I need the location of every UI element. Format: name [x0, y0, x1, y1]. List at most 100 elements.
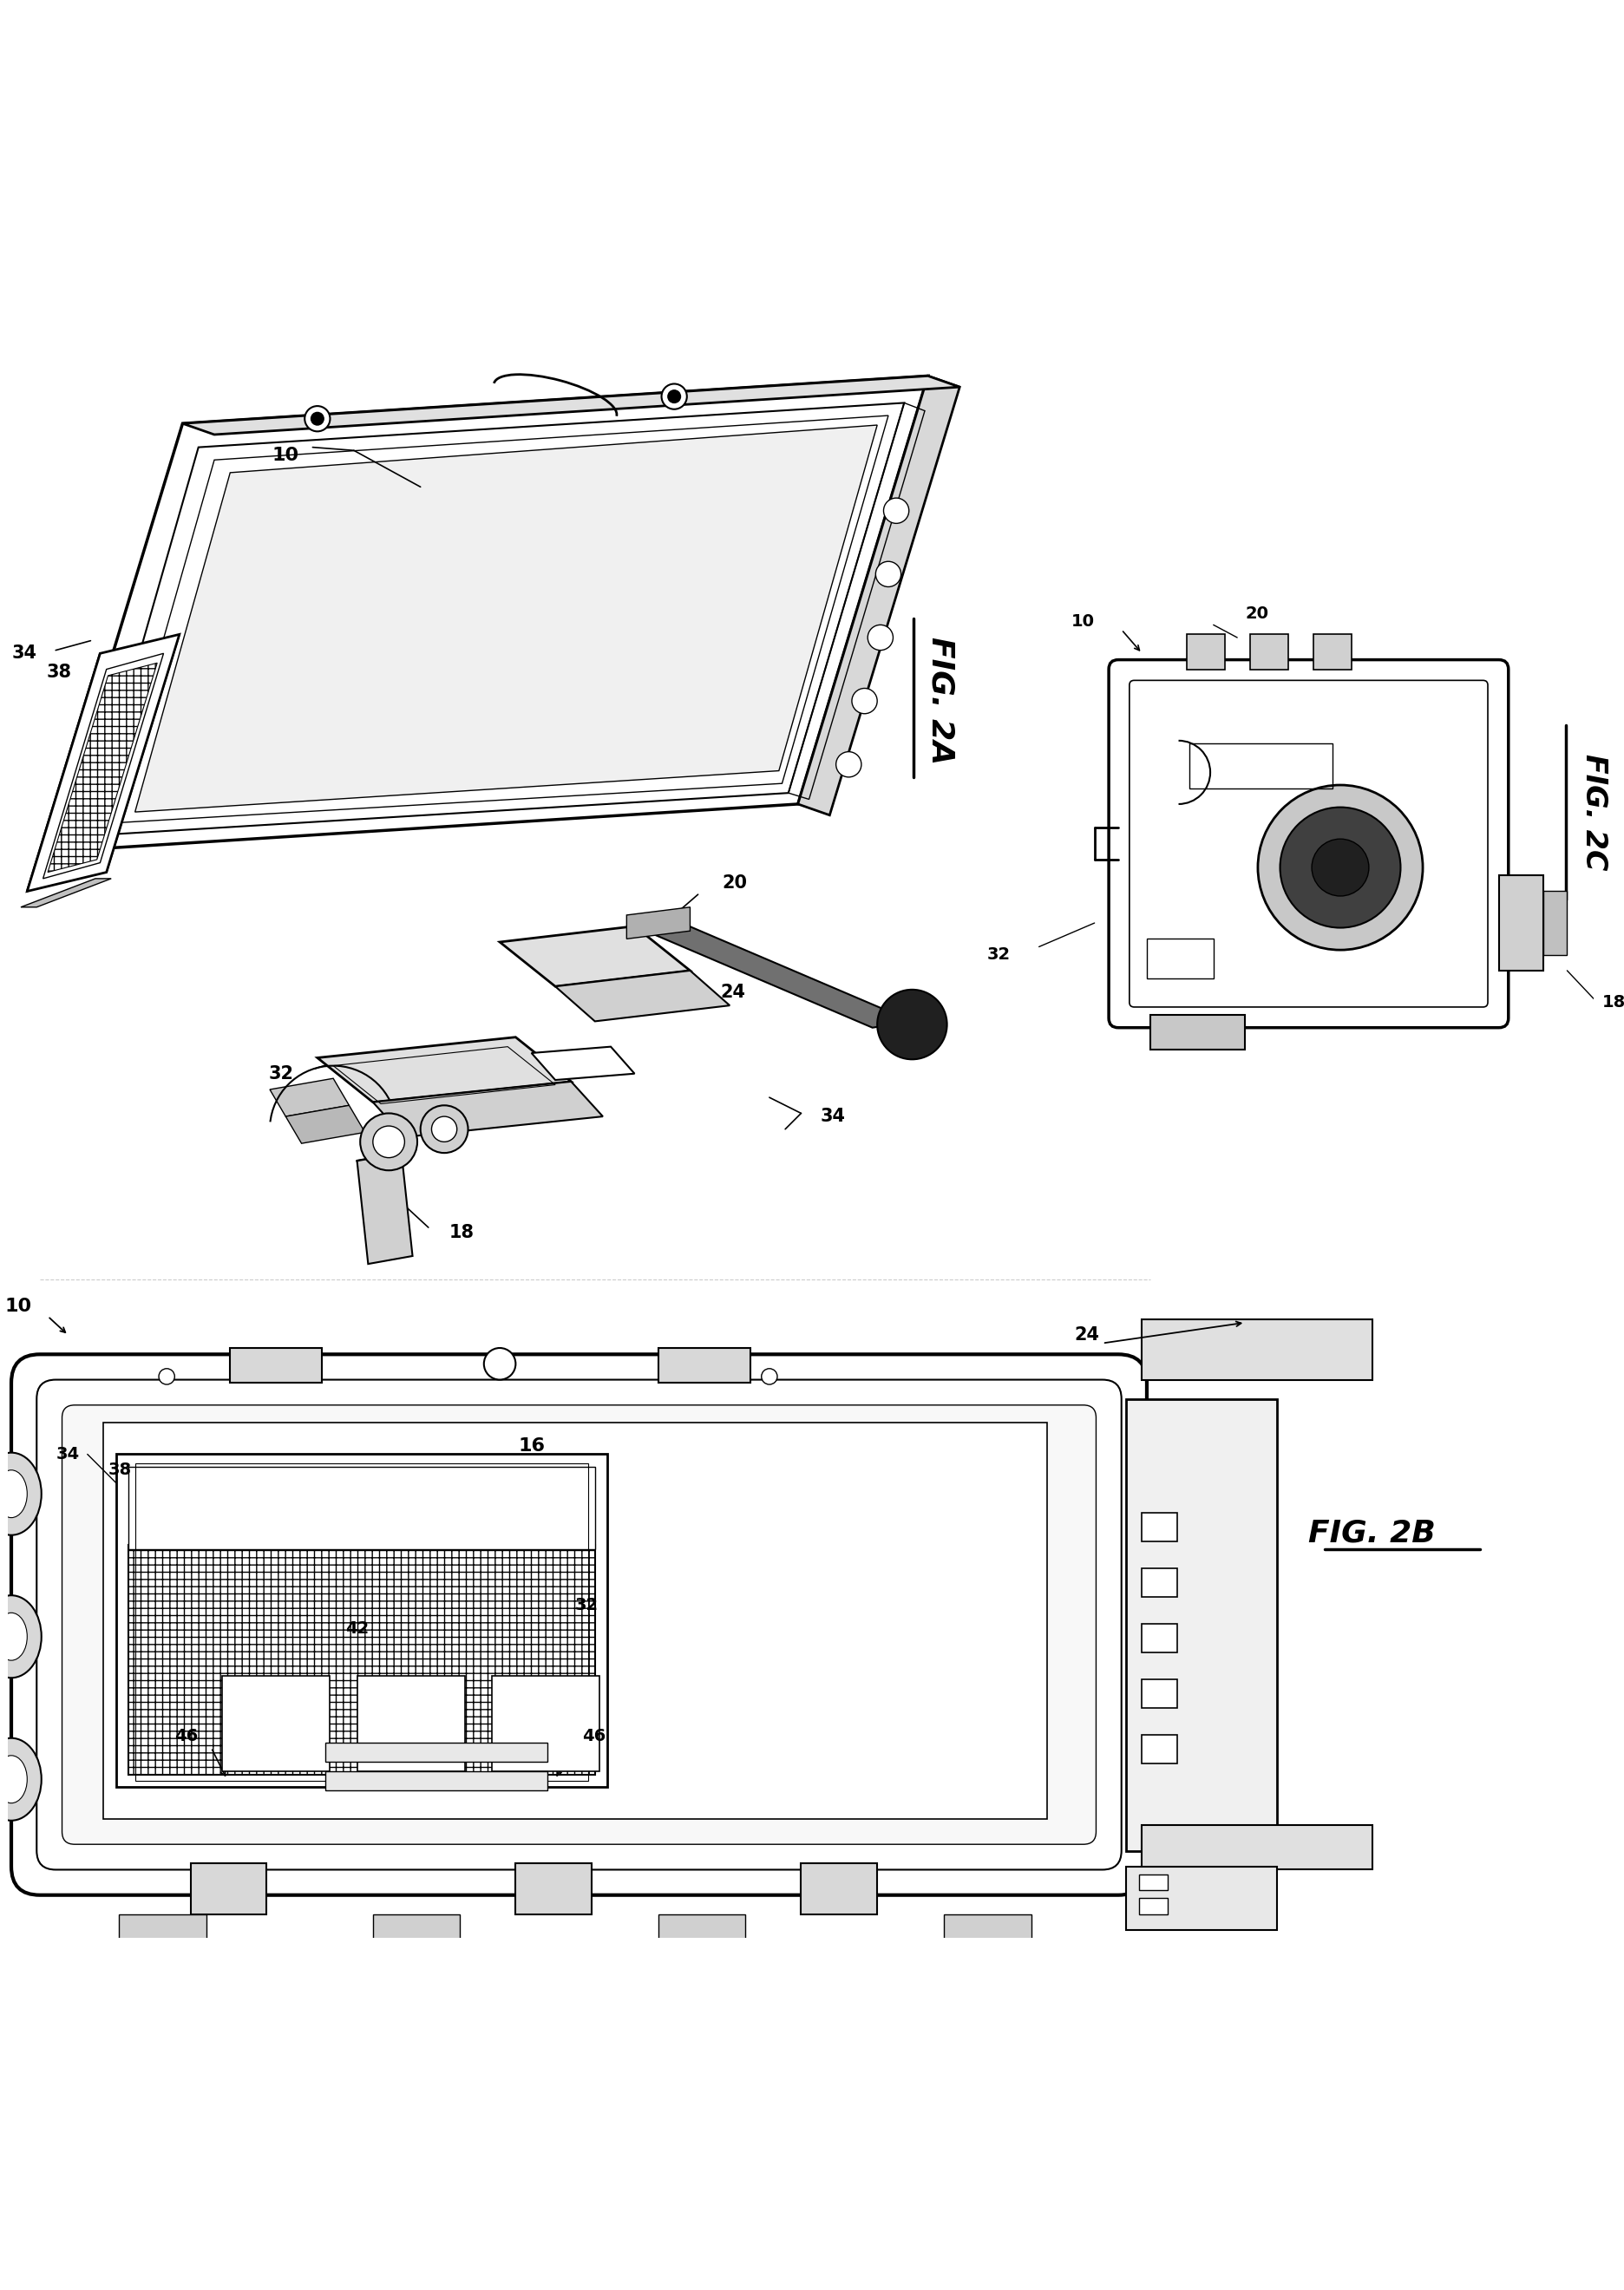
Text: 32: 32 [268, 1065, 294, 1083]
Circle shape [361, 1113, 417, 1170]
Text: 38: 38 [109, 1461, 132, 1479]
Circle shape [421, 1106, 468, 1152]
Polygon shape [635, 921, 913, 1028]
Bar [128, 1546, 594, 1775]
Bar [190, 1864, 266, 1914]
Text: 32: 32 [987, 946, 1010, 964]
Circle shape [305, 405, 330, 431]
Bar [1499, 875, 1543, 971]
Ellipse shape [0, 1612, 28, 1660]
Text: 18: 18 [1601, 994, 1624, 1010]
Text: 24: 24 [721, 985, 745, 1001]
Polygon shape [531, 1047, 635, 1081]
Bar [1187, 634, 1224, 669]
Text: 16: 16 [518, 1438, 546, 1454]
Bar [1150, 1014, 1246, 1049]
Bar [1147, 939, 1213, 978]
Bar [1138, 1876, 1168, 1889]
Bar [594, 964, 614, 978]
Text: FIG. 2A: FIG. 2A [926, 637, 955, 765]
Bar [801, 1864, 877, 1914]
Polygon shape [135, 426, 877, 813]
Bar [572, 966, 590, 980]
Circle shape [101, 760, 122, 783]
Bar [944, 1914, 1031, 1942]
Circle shape [432, 1118, 456, 1143]
Polygon shape [28, 634, 179, 891]
Circle shape [883, 497, 909, 524]
FancyBboxPatch shape [1109, 660, 1509, 1028]
Polygon shape [555, 971, 729, 1021]
Text: 20: 20 [1246, 605, 1268, 623]
Circle shape [312, 412, 323, 426]
Circle shape [1259, 785, 1423, 950]
Bar [115, 1454, 607, 1786]
Circle shape [159, 1369, 175, 1385]
Polygon shape [21, 879, 110, 907]
Bar [1142, 1825, 1372, 1869]
Circle shape [1280, 808, 1400, 927]
Bar [1142, 1624, 1177, 1653]
Bar [1314, 634, 1351, 669]
Ellipse shape [0, 1452, 42, 1534]
Polygon shape [47, 662, 158, 872]
Polygon shape [42, 653, 164, 879]
Text: 34: 34 [55, 1445, 80, 1463]
Circle shape [554, 1060, 567, 1074]
Circle shape [877, 989, 947, 1060]
FancyBboxPatch shape [62, 1406, 1096, 1843]
Polygon shape [286, 1106, 365, 1143]
Bar [1142, 1514, 1177, 1541]
Circle shape [661, 385, 687, 410]
Bar [104, 1422, 1047, 1818]
Circle shape [762, 1369, 778, 1385]
Bar [128, 1468, 594, 1550]
Bar [1250, 634, 1288, 669]
Ellipse shape [0, 1596, 42, 1679]
Text: 24: 24 [1073, 1326, 1099, 1344]
Bar [325, 1772, 547, 1791]
Bar [231, 1349, 322, 1383]
Text: 38: 38 [47, 664, 71, 680]
Bar [119, 1914, 206, 1942]
Circle shape [867, 625, 893, 650]
Bar [357, 1676, 464, 1772]
Text: 10: 10 [1072, 614, 1095, 630]
Bar [492, 1676, 599, 1772]
Bar [1543, 891, 1567, 955]
Polygon shape [182, 376, 960, 435]
Bar [135, 1463, 588, 1782]
Text: 46: 46 [583, 1729, 606, 1745]
Bar [1142, 1319, 1372, 1379]
Bar [1125, 1399, 1276, 1850]
Circle shape [1312, 838, 1369, 895]
Bar [619, 962, 638, 973]
Ellipse shape [0, 1470, 28, 1518]
Circle shape [120, 650, 143, 673]
Bar [325, 1743, 547, 1761]
Polygon shape [500, 925, 690, 987]
Circle shape [875, 561, 901, 586]
Bar [1125, 1866, 1276, 1930]
Bar [1142, 1736, 1177, 1763]
Text: 42: 42 [346, 1621, 369, 1637]
Bar [1138, 1898, 1168, 1914]
Text: 46: 46 [175, 1729, 198, 1745]
Text: 34: 34 [11, 646, 37, 662]
Bar [658, 1914, 745, 1942]
FancyBboxPatch shape [11, 1353, 1147, 1896]
Bar [374, 1914, 460, 1942]
Polygon shape [797, 376, 960, 815]
Text: 10: 10 [273, 447, 299, 465]
Text: 18: 18 [448, 1223, 474, 1241]
Circle shape [484, 1349, 516, 1379]
Bar [1142, 1569, 1177, 1596]
Circle shape [591, 1058, 604, 1069]
Bar [222, 1676, 330, 1772]
Polygon shape [357, 1152, 412, 1264]
Circle shape [374, 1127, 404, 1159]
Text: FIG. 2C: FIG. 2C [1580, 753, 1608, 870]
Text: FIG. 2B: FIG. 2B [1309, 1518, 1436, 1548]
Bar [1142, 1679, 1177, 1708]
Polygon shape [270, 1079, 349, 1118]
